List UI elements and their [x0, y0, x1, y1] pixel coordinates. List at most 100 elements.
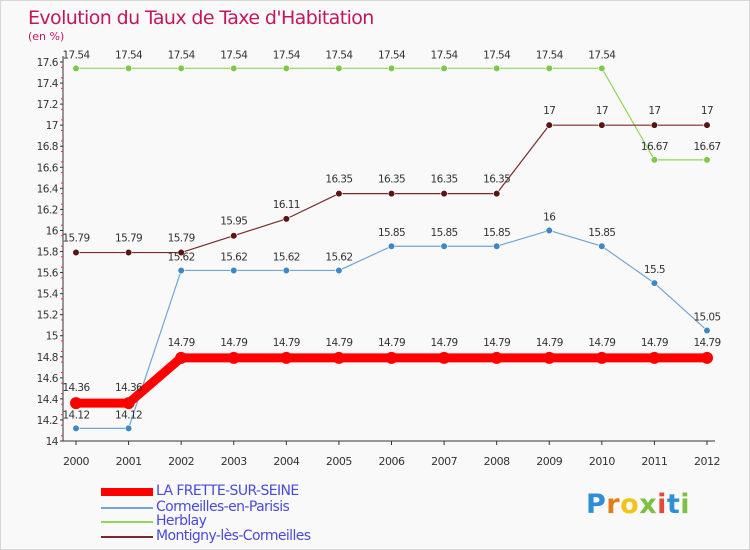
- x-tick-label: 2010: [589, 455, 615, 468]
- data-label: 17.54: [588, 49, 616, 61]
- data-label: 15.62: [325, 251, 352, 263]
- data-label: 16.35: [431, 174, 458, 186]
- y-tick-label: 16.6: [37, 162, 59, 174]
- y-tick-label: 16.2: [37, 204, 58, 216]
- y-tick-label: 14: [46, 436, 59, 448]
- data-point: [177, 248, 185, 257]
- x-tick-label: 2003: [221, 455, 247, 468]
- legend-swatch: [101, 536, 153, 538]
- data-point: [545, 226, 553, 235]
- series-line: [75, 67, 708, 161]
- data-point: [124, 424, 133, 432]
- data-label: 17.54: [273, 49, 301, 61]
- y-tick-label: 15.6: [37, 268, 59, 280]
- data-point: [703, 156, 711, 164]
- logo-letter: o: [620, 489, 640, 520]
- logo-letter: r: [606, 489, 621, 520]
- data-label: 14.79: [273, 337, 300, 349]
- logo-letter: P: [586, 489, 607, 520]
- data-label: 15.5: [644, 264, 665, 276]
- data-point: [282, 266, 290, 275]
- y-tick-label: 14.2: [37, 415, 58, 427]
- y-tick-label: 17.2: [37, 99, 58, 111]
- data-point: [335, 189, 343, 198]
- data-point: [440, 64, 448, 72]
- data-point: [70, 397, 82, 410]
- data-point: [124, 64, 133, 72]
- data-point: [282, 64, 290, 72]
- x-tick-label: 2006: [379, 455, 405, 468]
- data-label: 14.36: [62, 382, 90, 394]
- data-label: 15.62: [168, 251, 195, 263]
- data-label: 14.36: [115, 382, 143, 394]
- data-label: 17.54: [536, 49, 564, 61]
- data-label: 17: [648, 105, 660, 117]
- data-point: [227, 351, 240, 364]
- data-point: [230, 266, 238, 275]
- data-label: 15.62: [273, 251, 300, 263]
- data-point: [387, 242, 396, 250]
- data-label: 17.54: [115, 49, 143, 61]
- data-label: 14.79: [641, 337, 668, 349]
- data-label: 17.54: [431, 49, 459, 61]
- y-tick-label: 14.8: [37, 352, 58, 364]
- data-point: [335, 64, 343, 72]
- data-point: [335, 266, 343, 275]
- legend-label: Cormeilles-en-Parisis: [156, 499, 290, 515]
- x-tick-label: 2000: [63, 455, 89, 468]
- data-label: 16.35: [483, 174, 510, 186]
- data-point: [440, 242, 448, 250]
- data-point: [387, 189, 396, 198]
- data-point: [701, 351, 713, 364]
- data-point: [124, 248, 133, 257]
- series-line: [71, 353, 712, 408]
- data-label: 16.35: [325, 174, 352, 186]
- legend-label: LA FRETTE-SUR-SEINE: [156, 483, 299, 499]
- data-label: 15.79: [62, 233, 89, 245]
- data-label: 16.35: [378, 174, 405, 186]
- legend-label: Montigny-lès-Cormeilles: [156, 528, 311, 544]
- data-label: 17: [543, 105, 555, 117]
- data-point: [230, 232, 238, 240]
- data-label: 17.54: [325, 49, 353, 61]
- data-point: [438, 351, 451, 364]
- data-label: 14.79: [536, 337, 563, 349]
- y-tick-label: 15: [46, 331, 58, 343]
- data-label: 14.79: [483, 337, 510, 349]
- data-label: 14.79: [588, 337, 615, 349]
- data-point: [280, 351, 293, 364]
- x-tick-label: 2008: [484, 455, 510, 468]
- y-tick-label: 15.2: [37, 310, 58, 322]
- data-point: [440, 189, 448, 198]
- data-point: [545, 121, 553, 129]
- data-point: [493, 189, 501, 198]
- x-tick-label: 2011: [641, 455, 667, 468]
- y-tick-label: 14.6: [37, 373, 59, 385]
- data-label: 16.67: [641, 141, 668, 153]
- data-point: [650, 156, 659, 164]
- data-label: 14.79: [378, 337, 405, 349]
- data-label: 15.85: [483, 227, 510, 239]
- data-point: [385, 351, 398, 364]
- data-point: [72, 248, 80, 257]
- x-tick-label: 2005: [326, 455, 352, 468]
- data-point: [230, 64, 238, 72]
- data-label: 15.85: [378, 227, 405, 239]
- legend-label: Herblay: [156, 513, 207, 529]
- data-point: [72, 64, 80, 72]
- data-point: [545, 64, 553, 72]
- logo-letter: i: [657, 489, 667, 520]
- y-tick-label: 15.4: [37, 289, 59, 301]
- proxiti-logo: Proxiti: [586, 489, 690, 520]
- y-tick-label: 17: [46, 120, 58, 132]
- x-tick-label: 2009: [536, 455, 562, 468]
- x-tick-label: 2007: [431, 455, 457, 468]
- data-label: 14.12: [62, 409, 89, 421]
- data-label: 15.85: [588, 227, 615, 239]
- y-tick-label: 16.8: [37, 141, 58, 153]
- data-point: [648, 351, 661, 364]
- data-point: [177, 64, 185, 72]
- data-label: 15.85: [431, 227, 458, 239]
- data-label: 14.79: [693, 337, 720, 349]
